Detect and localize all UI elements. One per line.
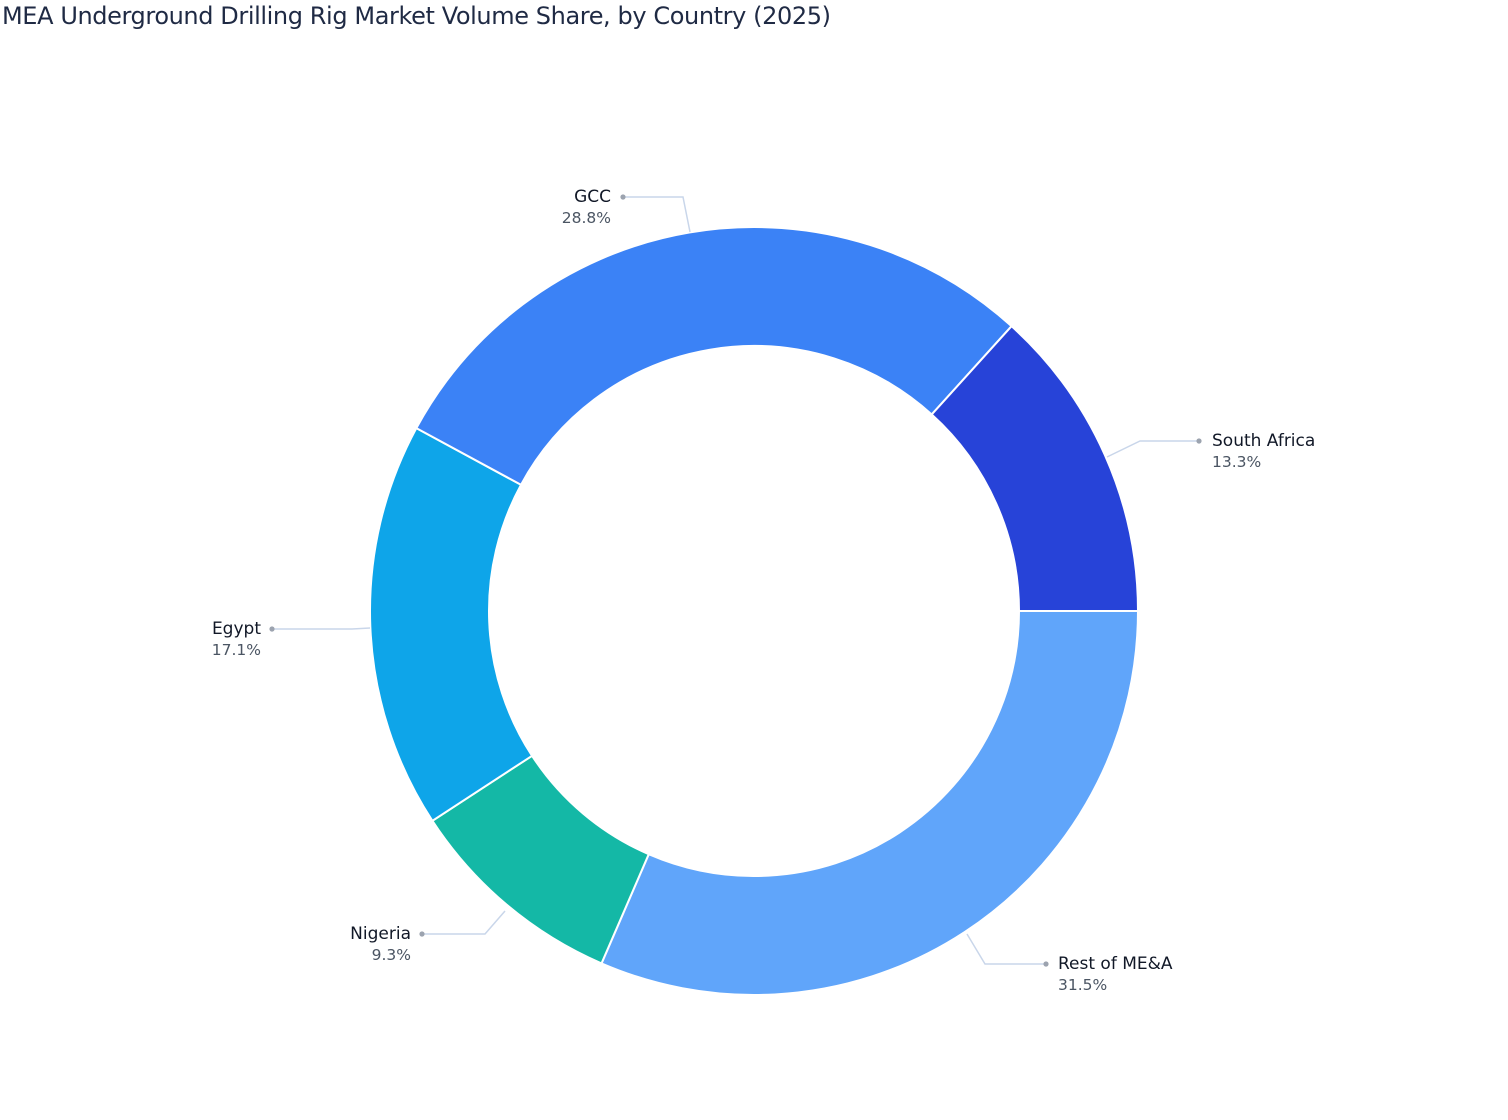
leader-line-gcc	[623, 196, 691, 233]
label-gcc-name: GCC	[574, 187, 611, 207]
label-nigeria-value: 9.3%	[371, 946, 411, 964]
donut-slices	[369, 226, 1140, 996]
leader-line-rest	[966, 933, 1046, 965]
label-south-africa-name: South Africa	[1212, 431, 1316, 451]
label-gcc-value: 28.8%	[561, 209, 611, 227]
slice-gcc[interactable]	[414, 226, 1013, 487]
leader-line-nigeria	[422, 910, 506, 935]
leader-dot-nigeria	[419, 931, 425, 937]
label-egypt-name: Egypt	[211, 619, 261, 639]
leader-dots	[269, 194, 1202, 967]
label-rest-value: 31.5%	[1058, 976, 1108, 994]
leader-line-egypt	[272, 627, 371, 630]
label-south-africa: South Africa 13.3%	[1212, 431, 1315, 473]
leader-dot-gcc	[620, 194, 626, 200]
slice-rest-of-me-a[interactable]	[600, 610, 1140, 996]
label-egypt: Egypt 17.1%	[212, 619, 261, 661]
label-south-africa-value: 13.3%	[1212, 453, 1262, 471]
label-nigeria-name: Nigeria	[350, 924, 411, 944]
chart-title: MEA Underground Drilling Rig Market Volu…	[2, 2, 831, 30]
leader-dot-egypt	[269, 626, 275, 632]
label-nigeria: Nigeria 9.3%	[350, 924, 411, 966]
slice-egypt[interactable]	[369, 426, 534, 823]
leader-dot-rest	[1043, 961, 1049, 967]
label-rest-of-mea: Rest of ME&A 31.5%	[1058, 954, 1173, 996]
leader-dot-south-africa	[1196, 438, 1202, 444]
slice-south-africa[interactable]	[930, 324, 1140, 612]
leader-line-south-africa	[1106, 440, 1199, 458]
leader-lines	[272, 196, 1199, 965]
label-egypt-value: 17.1%	[211, 641, 261, 659]
label-rest-name: Rest of ME&A	[1058, 954, 1173, 974]
label-gcc: GCC 28.8%	[562, 187, 611, 229]
